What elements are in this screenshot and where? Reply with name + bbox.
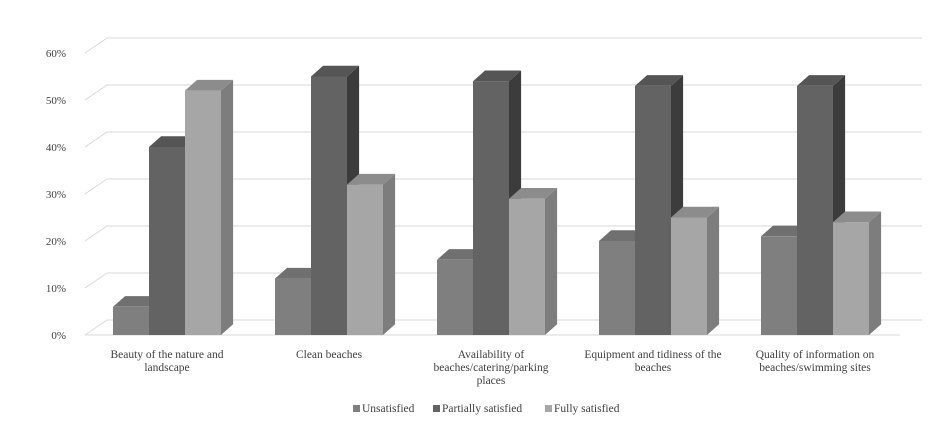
bar-front [347,184,383,335]
bar [797,75,846,336]
category-label: Clean beaches [296,349,363,361]
bar-top [797,75,846,86]
bar-front [671,217,707,335]
gridline-diagonal [84,84,108,101]
y-tick-label: 10% [46,283,66,295]
y-tick-label: 40% [46,142,66,154]
category-label: Availability of beaches/catering/parking p… [434,349,549,387]
bar-side [707,206,720,335]
y-axis: 0% 10% 20% 30% 40% 50% 60% [46,48,66,342]
bar-side [383,173,396,335]
bar-front [509,198,545,335]
bar-top [635,75,684,86]
legend-label: Fully satisfied [554,403,620,415]
gridline-diagonal [84,37,108,54]
gridline-diagonal [84,319,108,336]
legend-item: Partially satisfied [433,403,522,415]
legend-swatch [353,405,360,412]
bar-top [347,173,396,185]
bar-front [473,81,509,335]
y-tick-label: 0% [51,330,66,342]
legend-swatch [545,405,552,412]
bar-front [275,278,311,335]
bar-front [185,90,221,335]
bar [671,206,720,335]
legend-item: Unsatisfied [353,403,415,415]
legend: Unsatisfied Partially satisfied Fully sati… [353,403,620,415]
bar [347,173,396,335]
y-tick-label: 50% [46,95,66,107]
bar [833,211,882,335]
bar-front [761,236,797,335]
gridline-diagonal [84,178,108,195]
category-label: Beauty of the nature and landscape [110,349,223,374]
legend-item: Fully satisfied [545,403,620,415]
bar-front [149,147,185,335]
y-tick-label: 20% [46,236,66,248]
category-label: Equipment and tidiness of the beaches [584,349,721,374]
bar-front [635,85,671,336]
y-tick-label: 60% [46,48,66,60]
bar-side [221,79,234,335]
bars [113,65,882,336]
gridline-diagonal [84,272,108,289]
bar-side [869,211,882,335]
category-label: Quality of information on beaches/swimmin… [756,349,875,374]
gridline-diagonal [84,131,108,148]
bar [185,79,234,335]
category-axis: Beauty of the nature and landscape Clean b… [110,349,874,387]
bar-side [545,187,558,335]
bar-front [437,259,473,335]
bar [509,187,558,335]
bar-front [311,76,347,335]
bar-top [671,206,720,218]
bar-front [797,85,833,336]
bar-front [113,306,149,335]
bar-top [473,70,522,82]
legend-swatch [433,405,440,412]
bar-top [311,65,360,77]
y-tick-label: 30% [46,189,66,201]
gridline-diagonal [84,225,108,242]
bar-front [599,241,635,335]
bar-top [833,211,882,223]
bar-front [833,222,869,335]
bar-top [185,79,234,91]
bar-top [509,187,558,199]
legend-label: Partially satisfied [442,403,522,415]
legend-label: Unsatisfied [362,403,415,415]
